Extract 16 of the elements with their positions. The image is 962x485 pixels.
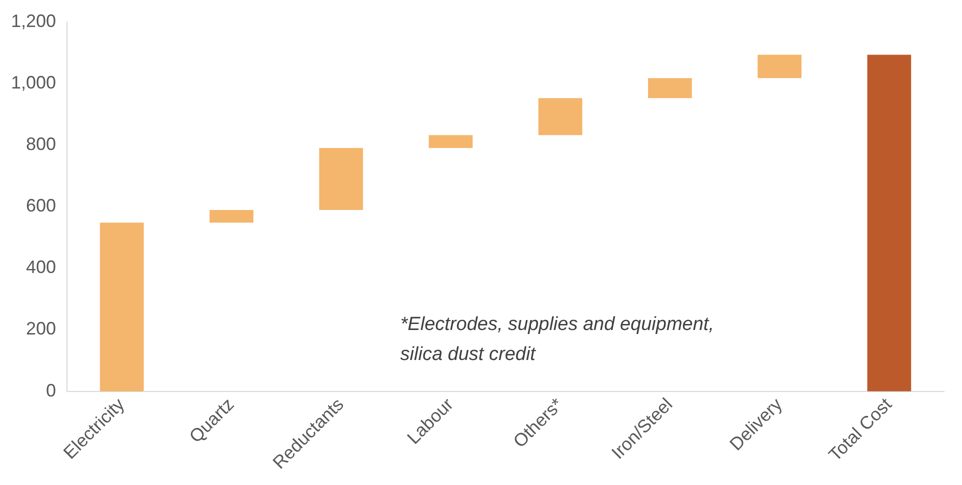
y-tick-label: 800 [26, 134, 56, 154]
y-tick-label: 1,200 [10, 10, 56, 31]
bar [867, 54, 912, 392]
y-tick-label: 400 [26, 257, 56, 278]
bar [428, 135, 473, 148]
bar [538, 98, 582, 136]
y-tick-label: 0 [46, 380, 56, 400]
bar [210, 210, 254, 223]
annotation: *Electrodes, supplies and equipment, silica dust credit [400, 314, 714, 366]
bar [648, 78, 692, 98]
y-tick-label: 600 [26, 196, 56, 216]
bar [758, 54, 802, 78]
bar [319, 148, 364, 210]
y-tick-label: 200 [26, 318, 56, 339]
y-tick-label: 1,000 [10, 72, 56, 92]
bar [100, 222, 144, 392]
